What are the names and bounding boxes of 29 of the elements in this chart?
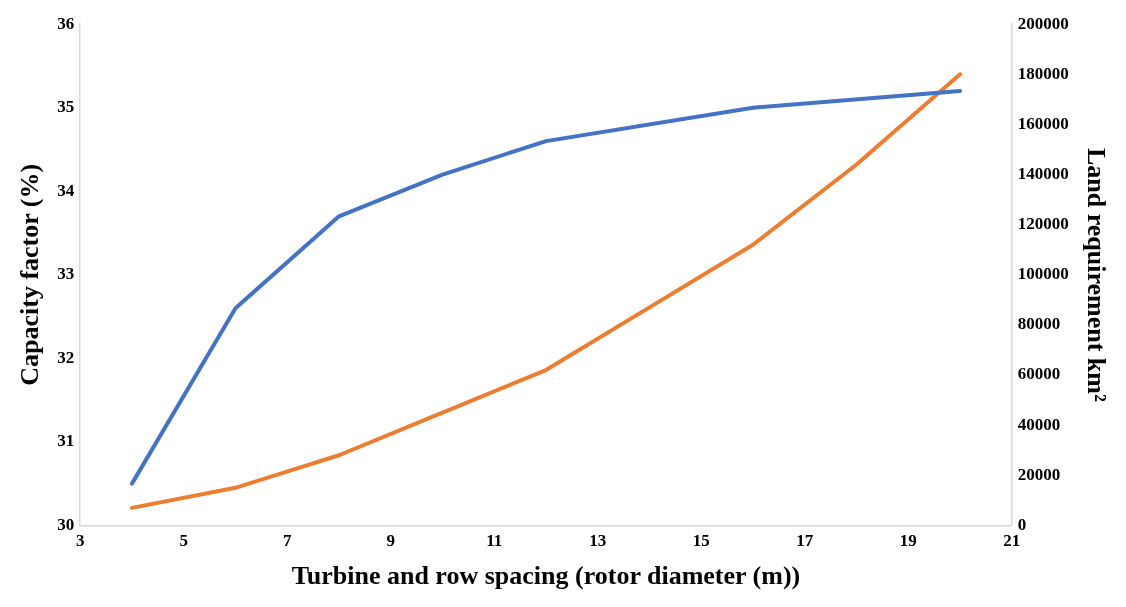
y2-tick-label: 80000: [1017, 314, 1061, 334]
x-tick-label: 11: [486, 530, 503, 550]
x-tick-label: 7: [282, 530, 292, 550]
x-axis-title: Turbine and row spacing (rotor diameter (m)): [291, 561, 801, 591]
y2-tick-label: 140000: [1017, 163, 1069, 183]
y2-tick-label: 100000: [1017, 264, 1069, 284]
y2-tick-label: 180000: [1017, 63, 1069, 83]
y2-tick-label: 20000: [1017, 464, 1061, 484]
y-tick-label: 35: [57, 97, 75, 117]
y2-tick-label: 120000: [1017, 214, 1069, 234]
y-axis-title: Capacity factor (%): [15, 163, 45, 386]
y-tick-label: 33: [57, 264, 75, 284]
x-tick-label: 19: [899, 530, 917, 550]
x-tick-label: 15: [692, 530, 710, 550]
y2-tick-label: 40000: [1017, 414, 1061, 434]
x-tick-label: 17: [796, 530, 814, 550]
y-tick-label: 31: [57, 431, 75, 451]
x-tick-label: 9: [386, 530, 395, 550]
y-tick-label: 34: [57, 180, 75, 200]
x-tick-label: 13: [589, 530, 607, 550]
y2-tick-label: 160000: [1017, 113, 1069, 133]
x-tick-label: 3: [75, 530, 85, 550]
y-tick-label: 32: [57, 347, 75, 367]
y-tick-label: 30: [57, 514, 75, 534]
y2-tick-label: 200000: [1017, 13, 1069, 33]
y2-axis-title: Land requirement km²: [1081, 147, 1111, 402]
y-tick-label: 36: [57, 13, 75, 33]
y2-tick-label: 60000: [1017, 364, 1061, 384]
x-tick-label: 5: [179, 530, 188, 550]
